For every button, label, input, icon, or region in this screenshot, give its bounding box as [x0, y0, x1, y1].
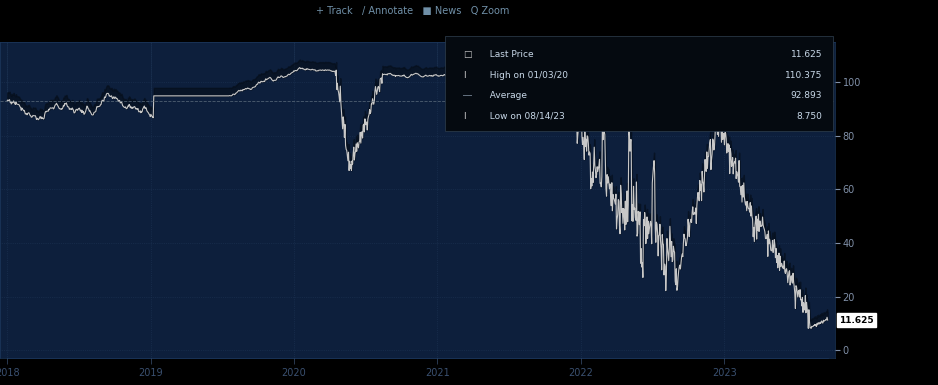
- Text: I: I: [463, 71, 466, 80]
- Bar: [445, 36, 833, 131]
- Text: I: I: [463, 112, 466, 121]
- Text: Last Price: Last Price: [484, 50, 534, 59]
- Text: Average: Average: [484, 91, 527, 100]
- Text: ―: ―: [463, 91, 473, 100]
- Text: 8.750: 8.750: [796, 112, 823, 121]
- Text: 11.625: 11.625: [791, 50, 823, 59]
- Text: 92.893: 92.893: [791, 91, 823, 100]
- Text: High on 01/03/20: High on 01/03/20: [484, 71, 568, 80]
- Text: + Track   / Annotate   ■ News   Q Zoom: + Track / Annotate ■ News Q Zoom: [316, 6, 509, 16]
- Text: Low on 08/14/23: Low on 08/14/23: [484, 112, 565, 121]
- Text: □: □: [463, 50, 472, 59]
- Text: 110.375: 110.375: [785, 71, 823, 80]
- Text: 11.625: 11.625: [839, 316, 873, 325]
